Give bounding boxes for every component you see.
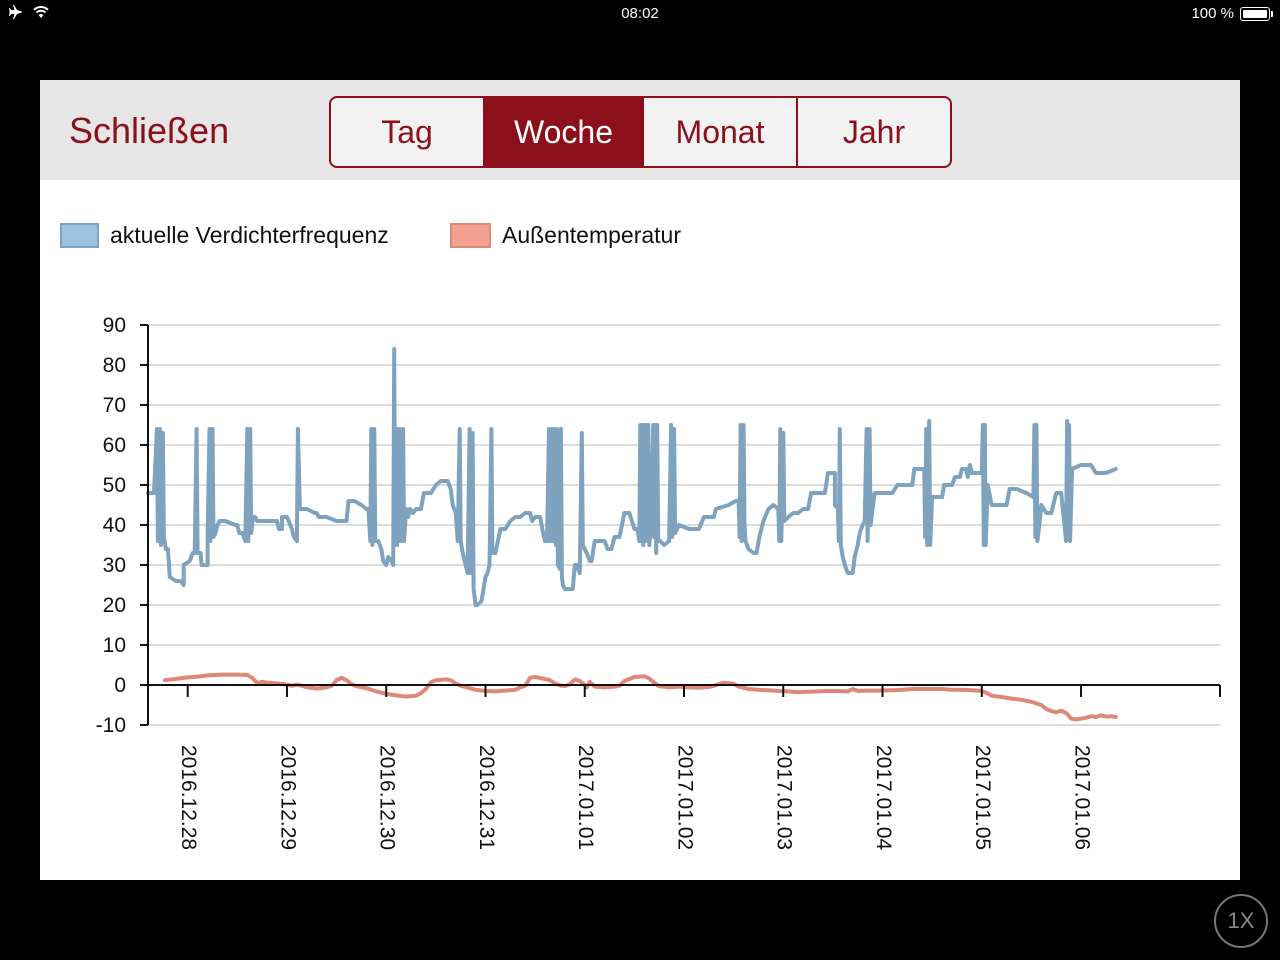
series-line-outdoor-temperature	[162, 672, 1118, 722]
y-tick-label: 70	[103, 394, 126, 417]
battery-icon	[1240, 6, 1273, 21]
chart-panel: Schließen Tag Woche Monat Jahr aktuelle …	[40, 80, 1240, 880]
y-tick-label: 30	[103, 554, 126, 577]
y-tick-label: -10	[96, 714, 126, 737]
y-tick-label: 50	[103, 474, 126, 497]
x-tick-label: 2016.12.30	[376, 745, 399, 850]
y-tick-label: 80	[103, 354, 126, 377]
legend-swatch-compressor	[60, 223, 99, 248]
status-right: 100 %	[1191, 5, 1273, 22]
legend-label-outdoor-temp: Außentemperatur	[502, 222, 681, 248]
airplane-mode-icon	[9, 5, 23, 19]
series-line-compressor-frequency	[146, 347, 1118, 607]
toolbar: Schließen Tag Woche Monat Jahr	[40, 80, 1240, 180]
legend-swatch-outdoor-temp	[450, 223, 491, 248]
x-tick-label: 2016.12.28	[177, 745, 200, 850]
legend: aktuelle Verdichterfrequenz Außentempera…	[60, 222, 681, 248]
tab-day[interactable]: Tag	[381, 113, 433, 150]
x-tick-label: 2016.12.29	[276, 745, 299, 850]
x-tick-label: 2016.12.31	[475, 745, 498, 850]
tab-month[interactable]: Monat	[642, 98, 796, 166]
zoom-button[interactable]: 1X	[1214, 894, 1268, 948]
x-tick-label: 2017.01.02	[673, 745, 696, 850]
y-tick-label: 60	[103, 434, 126, 457]
y-tick-label: 10	[103, 634, 126, 657]
battery-percentage: 100 %	[1191, 5, 1234, 22]
status-time: 08:02	[621, 5, 659, 22]
series-lines	[146, 347, 1118, 722]
x-tick-label: 2017.01.06	[1070, 745, 1093, 850]
legend-label-compressor: aktuelle Verdichterfrequenz	[110, 222, 389, 248]
status-left	[8, 4, 50, 20]
period-selector: Tag Woche Monat Jahr	[329, 96, 952, 168]
axes: 90 80 70 60 50 40 30 20 10 0 -10 2016.12.28 2016.12.…	[96, 314, 1221, 850]
y-tick-label: 90	[103, 314, 126, 337]
x-tick-label: 2017.01.04	[872, 745, 895, 850]
close-button[interactable]: Schließen	[69, 110, 230, 151]
y-tick-label: 40	[103, 514, 126, 537]
y-tick-label: 20	[103, 594, 126, 617]
y-tick-label: 0	[114, 674, 126, 697]
wifi-icon	[33, 5, 49, 18]
x-tick-label: 2017.01.01	[574, 745, 597, 850]
line-chart: aktuelle Verdichterfrequenz Außentempera…	[60, 222, 1221, 850]
x-tick-label: 2017.01.03	[773, 745, 796, 850]
tab-week[interactable]: Woche	[483, 98, 642, 166]
tab-year[interactable]: Jahr	[796, 98, 950, 166]
status-bar: 08:02 100 %	[0, 0, 1280, 26]
x-tick-label: 2017.01.05	[971, 745, 994, 850]
